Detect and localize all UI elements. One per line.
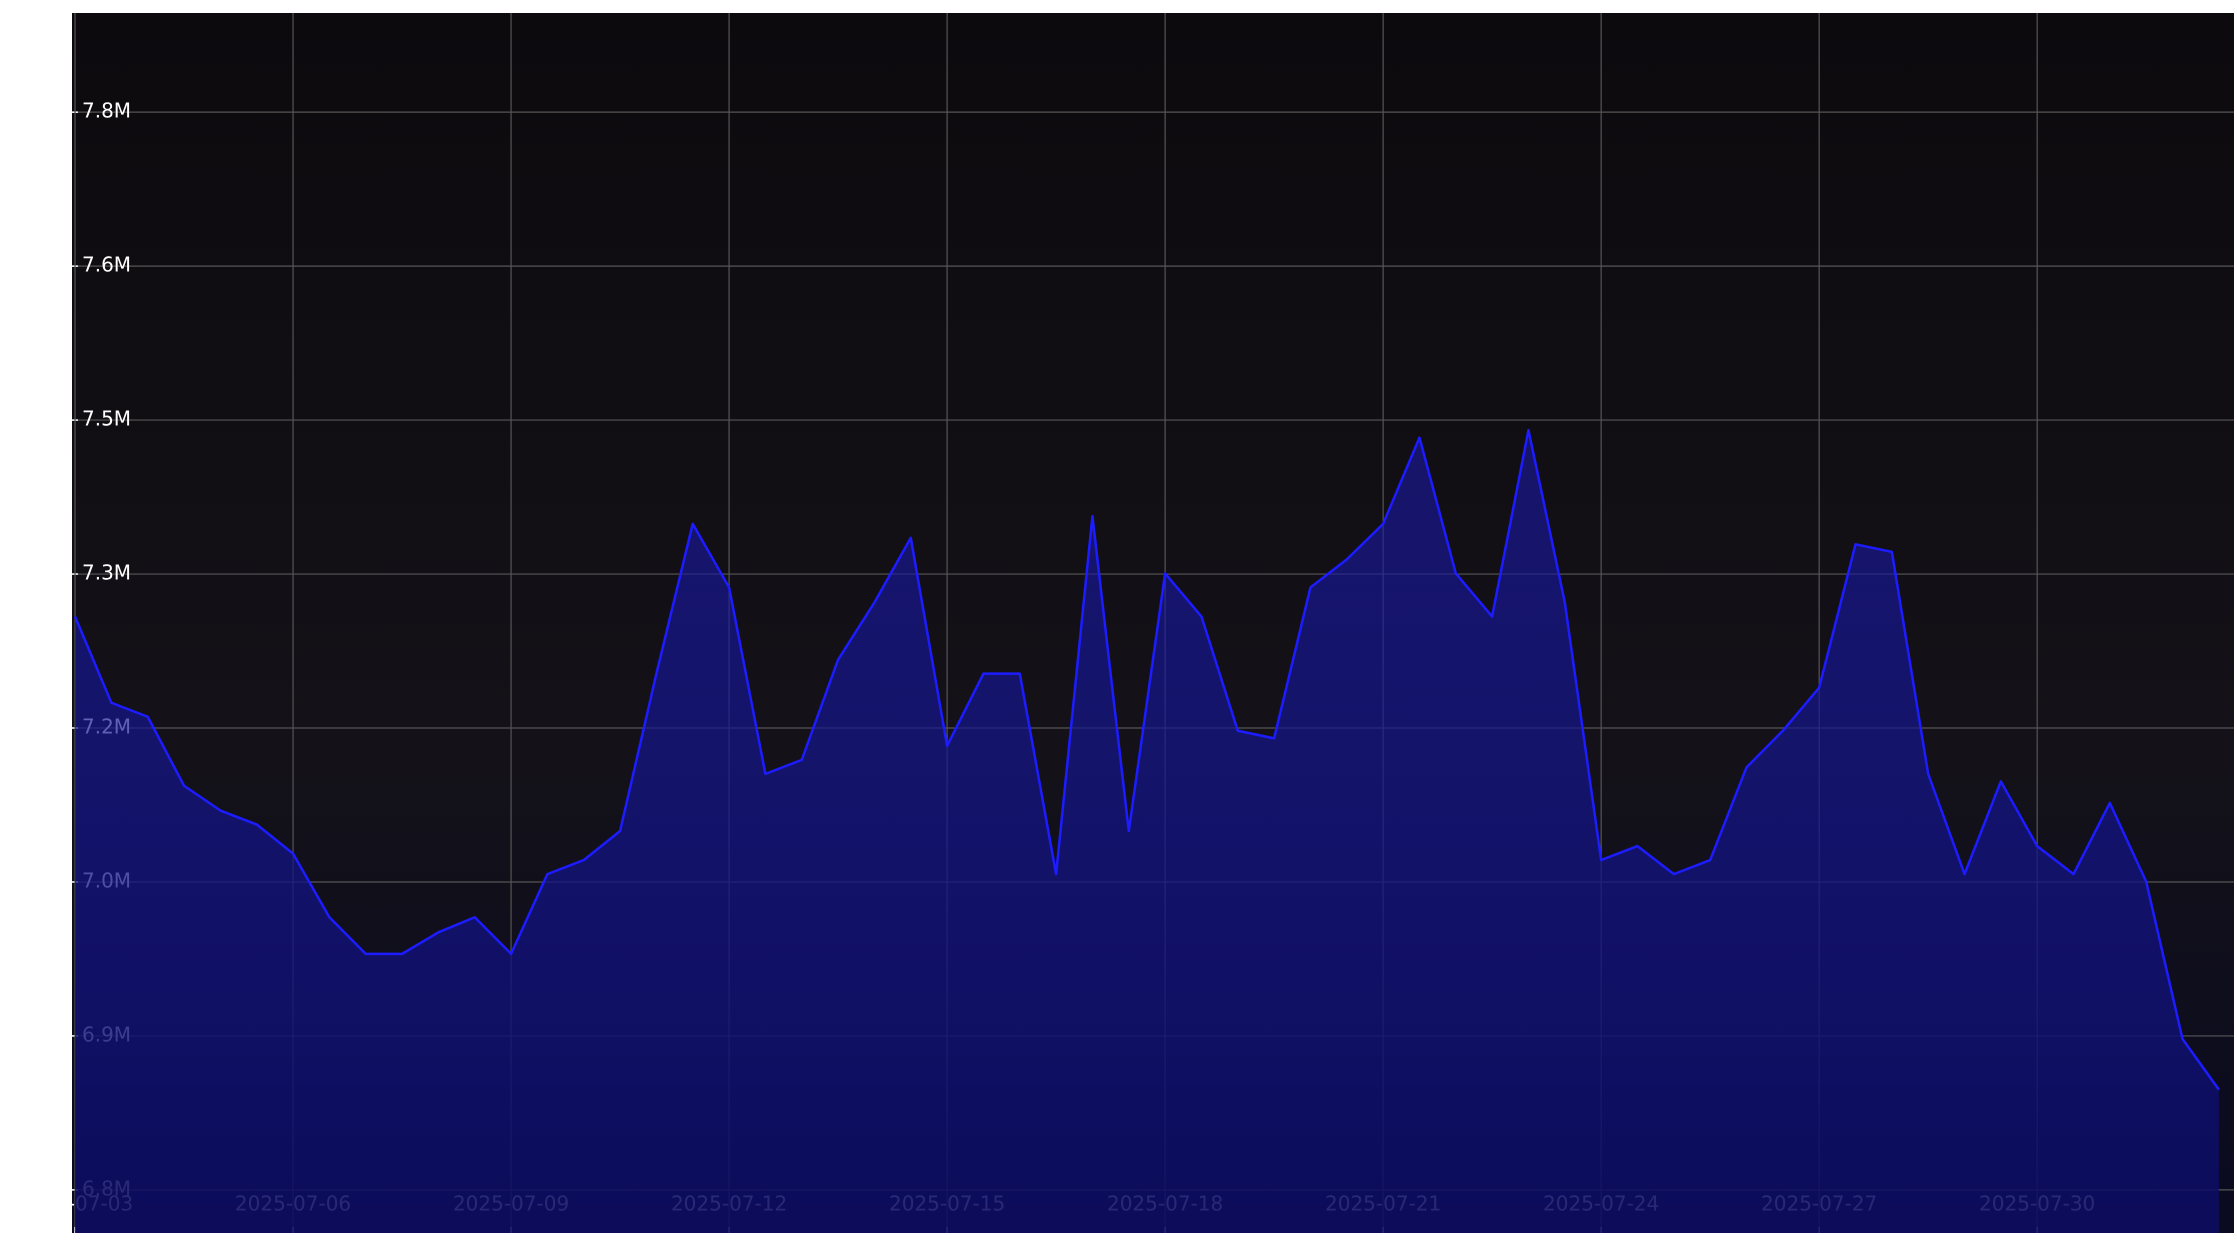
line [73,428,2220,1091]
area [75,430,2219,1233]
y-tick-label: 7.8M [82,99,131,123]
y-tick-label: 7.3M [82,561,131,585]
y-tick-label: 7.6M [82,253,131,277]
y-tick-label: 7.5M [82,407,131,431]
plot-area: 6.8M6.9M7.0M7.2M7.3M7.5M7.6M7.8M2025-07-… [72,13,2234,1233]
